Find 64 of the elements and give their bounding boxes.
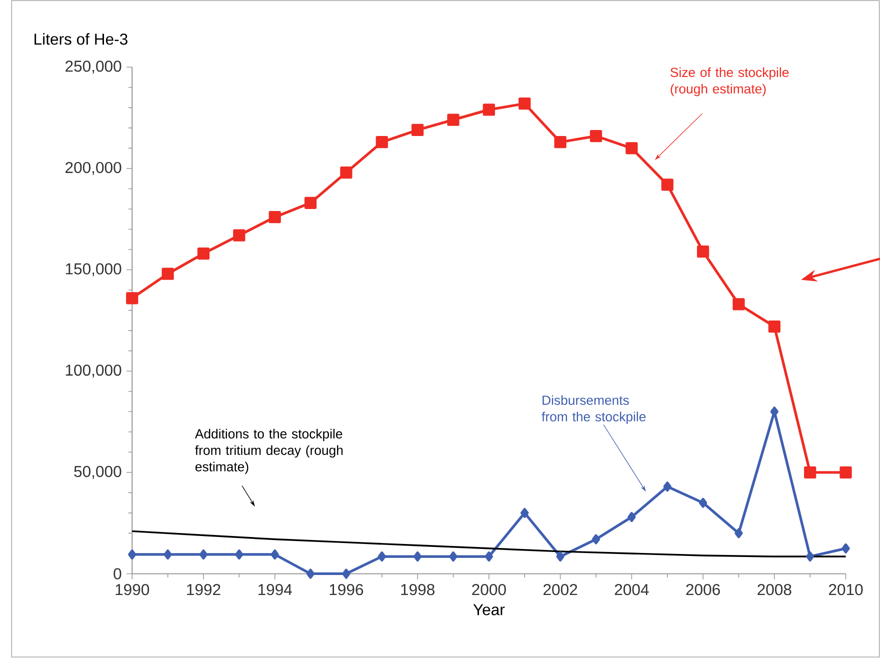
- point: [592, 534, 600, 544]
- y-tick-label: 250,000: [66, 60, 122, 74]
- point: [482, 104, 495, 116]
- point: [413, 552, 422, 562]
- point: [162, 268, 174, 280]
- y-tick-label: 0: [114, 568, 122, 580]
- point: [484, 552, 494, 562]
- y-tick-label: 150,000: [66, 263, 122, 276]
- point: [696, 246, 710, 258]
- point: [304, 197, 317, 210]
- point: [233, 229, 246, 242]
- y-tick-label: 50,000: [74, 466, 122, 480]
- x-tick-label: 1998: [401, 584, 434, 596]
- point: [663, 482, 672, 492]
- point: [556, 552, 564, 562]
- x-tick-label: 2010: [828, 584, 863, 596]
- annotation: Disbursements from the stockpile: [542, 395, 646, 424]
- point: [376, 136, 388, 148]
- point: [164, 550, 172, 560]
- y-tick-label: 100,000: [66, 364, 122, 378]
- point: [412, 124, 424, 136]
- point: [235, 550, 244, 560]
- x-tick-label: 2008: [758, 584, 792, 596]
- point: [734, 528, 743, 538]
- point: [199, 550, 208, 560]
- point: [626, 142, 638, 154]
- y-axis-title: Liters of He-3: [34, 33, 128, 45]
- point: [768, 320, 780, 333]
- x-tick-label: 1994: [258, 584, 292, 596]
- x-tick-label: 1990: [116, 584, 150, 596]
- point: [306, 568, 315, 579]
- point: [340, 166, 352, 179]
- point: [520, 508, 529, 518]
- annotation: Size of the stockpile (rough estimate): [670, 68, 789, 96]
- x-tick-label: 2000: [472, 584, 506, 596]
- point: [378, 552, 386, 562]
- point: [806, 552, 814, 562]
- x-tick-label: 1992: [187, 584, 220, 596]
- point: [270, 550, 279, 560]
- x-tick-label: 1996: [330, 584, 364, 596]
- point: [449, 552, 458, 562]
- point: [840, 466, 852, 479]
- point: [770, 406, 778, 417]
- x-axis-title: Year: [473, 604, 505, 616]
- annotation: Additions to the stockpile from tritium decay (rough estimate): [194, 428, 343, 474]
- point: [518, 98, 531, 110]
- point: [128, 550, 136, 560]
- x-tick-label: 2006: [686, 584, 720, 596]
- point: [126, 292, 138, 304]
- point: [732, 298, 745, 310]
- point: [268, 211, 281, 224]
- point: [842, 544, 850, 554]
- point: [342, 568, 350, 579]
- point: [197, 248, 210, 260]
- point: [628, 512, 636, 522]
- x-tick-label: 2002: [544, 584, 578, 596]
- point: [804, 466, 816, 479]
- point: [590, 130, 602, 142]
- x-tick-label: 2004: [614, 584, 649, 596]
- point: [447, 114, 460, 126]
- point: [661, 178, 674, 191]
- y-tick-label: 200,000: [66, 162, 122, 176]
- point: [698, 498, 708, 508]
- point: [554, 136, 566, 148]
